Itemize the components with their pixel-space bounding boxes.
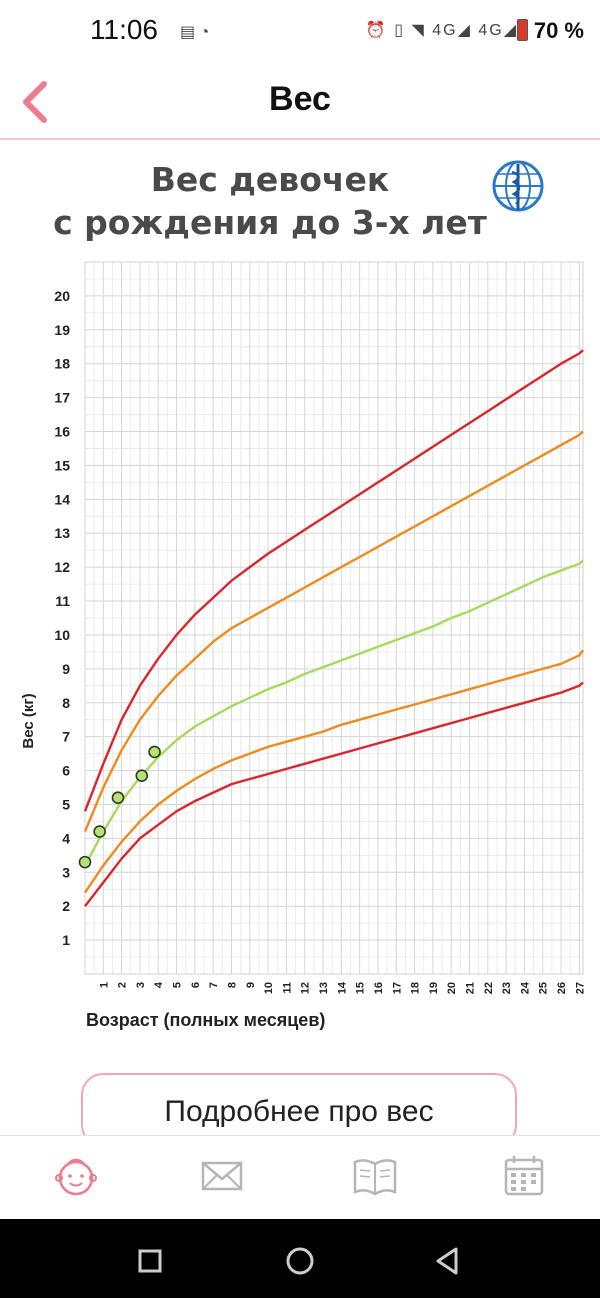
baby-face-icon bbox=[55, 1158, 97, 1196]
chart-title-line1: Вес девочек bbox=[150, 160, 390, 199]
who-logo-icon bbox=[492, 160, 544, 212]
book-icon bbox=[353, 1159, 397, 1196]
y-tick-label: 17 bbox=[54, 390, 70, 406]
home-button[interactable] bbox=[280, 1241, 320, 1281]
recents-button[interactable] bbox=[130, 1241, 170, 1281]
x-tick-label: 26 bbox=[556, 982, 568, 994]
y-tick-label: 11 bbox=[55, 593, 70, 609]
y-tick-label: 14 bbox=[54, 491, 70, 507]
y-tick-label: 18 bbox=[54, 356, 70, 372]
measurement-point bbox=[111, 791, 125, 804]
x-tick-label: 15 bbox=[355, 982, 367, 994]
chart-title-line2: с рождения до 3-х лет bbox=[53, 203, 487, 242]
y-tick-label: 15 bbox=[54, 457, 70, 473]
measurement-point bbox=[135, 769, 149, 782]
nav-calendar[interactable] bbox=[494, 1150, 554, 1204]
y-tick-label: 4 bbox=[62, 830, 70, 846]
bottom-navigation bbox=[0, 1135, 600, 1220]
y-tick-label: 6 bbox=[62, 763, 70, 779]
home-circle-icon bbox=[286, 1247, 314, 1275]
x-tick-label: 11 bbox=[281, 982, 293, 994]
y-tick-label: 1 bbox=[62, 932, 70, 948]
series-line-3 bbox=[83, 559, 584, 867]
x-tick-label: 23 bbox=[501, 982, 513, 994]
x-tick-label: 2 bbox=[117, 982, 129, 988]
measurement-point bbox=[148, 745, 161, 759]
y-tick-label: 5 bbox=[62, 796, 70, 812]
page-title: Вес bbox=[269, 80, 331, 118]
battery-percent: 70 % bbox=[533, 18, 584, 43]
notification-icons: ▤ ◔ bbox=[180, 24, 210, 41]
y-tick-label: 8 bbox=[62, 695, 70, 711]
app-header: Вес bbox=[0, 66, 600, 140]
envelope-icon bbox=[201, 1161, 243, 1191]
system-navigation-bar bbox=[0, 1219, 600, 1298]
battery-indicator: 70 % bbox=[516, 18, 584, 44]
x-tick-label: 6 bbox=[190, 982, 202, 988]
x-tick-label: 21 bbox=[464, 982, 476, 994]
signal-icons: ⏰ ▯ ◥ 4G◢ 4G◢ bbox=[365, 22, 518, 39]
measurement-point bbox=[78, 855, 92, 869]
nav-baby[interactable] bbox=[46, 1150, 106, 1204]
back-button[interactable] bbox=[14, 74, 64, 130]
series-line-4 bbox=[83, 430, 584, 833]
x-tick-label: 1 bbox=[98, 982, 110, 988]
series-line-5 bbox=[83, 349, 584, 812]
chart-title: Вес девочек с рождения до 3-х лет bbox=[30, 158, 510, 244]
y-tick-label: 20 bbox=[54, 288, 70, 304]
x-tick-label: 9 bbox=[245, 982, 257, 988]
system-back-button[interactable] bbox=[428, 1241, 468, 1281]
x-tick-label: 13 bbox=[318, 982, 330, 994]
more-about-weight-button[interactable]: Подробнее про вес bbox=[81, 1073, 517, 1147]
chart-series bbox=[83, 349, 584, 907]
x-tick-label: 19 bbox=[428, 982, 440, 994]
y-tick-label: 19 bbox=[54, 322, 70, 338]
nav-articles[interactable] bbox=[345, 1150, 405, 1204]
x-tick-label: 16 bbox=[373, 982, 385, 994]
x-tick-label: 10 bbox=[263, 982, 275, 994]
y-tick-label: 9 bbox=[62, 661, 70, 677]
nav-messages[interactable] bbox=[192, 1150, 252, 1204]
y-tick-label: 2 bbox=[62, 898, 70, 914]
y-tick-label: 10 bbox=[54, 627, 70, 643]
x-tick-label: 22 bbox=[483, 982, 495, 994]
x-tick-label: 24 bbox=[519, 981, 531, 994]
x-tick-label: 4 bbox=[153, 981, 165, 988]
x-tick-label: 17 bbox=[391, 982, 403, 994]
x-tick-label: 25 bbox=[538, 982, 550, 994]
y-tick-label: 3 bbox=[62, 864, 70, 880]
x-tick-label: 5 bbox=[172, 982, 184, 988]
x-tick-label: 3 bbox=[135, 982, 147, 988]
status-bar: 11:06 ▤ ◔ ⏰ ▯ ◥ 4G◢ 4G◢ 70 % bbox=[0, 0, 600, 66]
y-tick-label: 16 bbox=[54, 424, 70, 440]
status-time: 11:06 bbox=[90, 14, 158, 45]
x-tick-labels: 1 2 3 4 5 6 7 8 9 10 11 12 13 14 15 16 17 18 19 20 21 22 23 24 2… bbox=[98, 981, 586, 994]
x-tick-label: 8 bbox=[226, 982, 238, 988]
measurement-point bbox=[93, 825, 106, 838]
chevron-left-icon bbox=[23, 81, 47, 123]
x-tick-label: 14 bbox=[336, 981, 348, 994]
x-tick-label: 27 bbox=[574, 982, 586, 994]
x-tick-label: 18 bbox=[410, 982, 422, 994]
x-tick-label: 7 bbox=[208, 982, 220, 988]
y-tick-label: 7 bbox=[62, 729, 70, 745]
series-line-1 bbox=[84, 681, 584, 907]
back-triangle-icon bbox=[436, 1247, 458, 1275]
y-tick-label: 12 bbox=[54, 559, 70, 575]
series-line-2 bbox=[84, 649, 584, 894]
recents-square-icon bbox=[138, 1249, 162, 1273]
chart-points bbox=[78, 745, 161, 869]
x-axis-label: Возраст (полных месяцев) bbox=[86, 1010, 326, 1030]
chart-grid-minor bbox=[84, 261, 584, 975]
calendar-icon bbox=[504, 1156, 544, 1196]
chart-grid-major bbox=[84, 261, 583, 975]
y-axis-label: Вес (кг) bbox=[20, 693, 37, 748]
battery-icon bbox=[516, 19, 528, 41]
x-tick-label: 20 bbox=[446, 982, 458, 994]
x-tick-label: 12 bbox=[300, 982, 312, 994]
y-tick-label: 13 bbox=[54, 525, 70, 541]
